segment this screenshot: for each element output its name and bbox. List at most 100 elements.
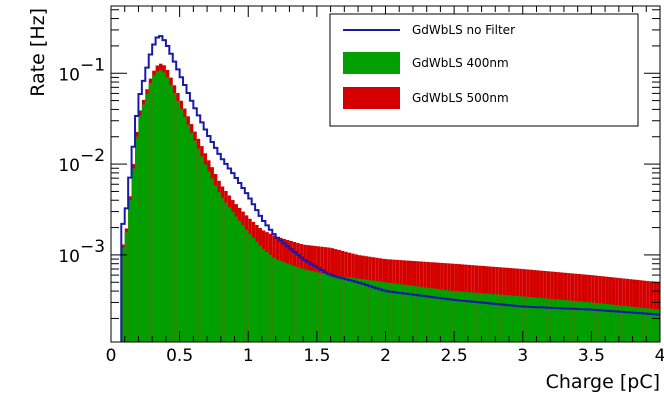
- bar-400nm: [625, 306, 630, 342]
- bar-400nm: [447, 290, 451, 342]
- bar-400nm: [220, 197, 225, 342]
- bar-400nm: [649, 308, 654, 342]
- bar-400nm: [282, 262, 286, 342]
- bar-400nm: [416, 286, 420, 342]
- bar-400nm: [618, 305, 623, 342]
- bar-400nm: [217, 192, 221, 342]
- bar-400nm: [169, 85, 173, 342]
- bar-400nm: [639, 307, 643, 342]
- bar-400nm: [478, 293, 482, 342]
- bar-400nm: [598, 303, 602, 342]
- bar-400nm: [375, 281, 379, 342]
- bar-400nm: [268, 254, 273, 342]
- bar-400nm: [594, 302, 599, 342]
- bar-400nm: [584, 301, 588, 342]
- bar-400nm: [622, 305, 626, 342]
- bar-400nm: [135, 136, 139, 342]
- bar-400nm: [207, 171, 211, 342]
- bar-400nm: [340, 276, 345, 342]
- bar-400nm: [605, 304, 609, 342]
- bar-400nm: [581, 301, 585, 342]
- bar-400nm: [203, 164, 208, 342]
- bar-400nm: [213, 185, 218, 342]
- bar-400nm: [210, 178, 214, 342]
- bar-400nm: [275, 259, 280, 342]
- bar-400nm: [457, 291, 461, 342]
- bar-400nm: [406, 285, 410, 342]
- bar-400nm: [141, 104, 146, 342]
- bar-400nm: [454, 291, 458, 342]
- bar-400nm: [296, 267, 300, 342]
- x-tick-label: 3.5: [578, 346, 605, 366]
- bar-400nm: [234, 216, 238, 342]
- bar-400nm: [299, 268, 304, 342]
- bar-400nm: [292, 265, 297, 342]
- bar-400nm: [334, 275, 338, 342]
- x-tick-label: 1: [243, 346, 254, 366]
- bar-400nm: [368, 280, 372, 342]
- bar-400nm: [354, 278, 359, 342]
- bar-400nm: [615, 305, 619, 342]
- x-tick-label: 2: [380, 346, 391, 366]
- bar-400nm: [546, 298, 551, 342]
- bar-400nm: [231, 211, 235, 342]
- bar-400nm: [323, 273, 328, 342]
- bar-400nm: [196, 148, 201, 342]
- legend-500nm-swatch: [343, 87, 400, 109]
- bar-400nm: [361, 279, 365, 342]
- bar-400nm: [358, 278, 362, 342]
- bar-400nm: [509, 295, 513, 342]
- bar-400nm: [378, 281, 383, 342]
- bar-400nm: [632, 306, 636, 342]
- bar-400nm: [543, 298, 547, 342]
- bar-400nm: [289, 264, 293, 342]
- bar-400nm: [186, 124, 190, 342]
- bar-400nm: [145, 93, 149, 342]
- bar-400nm: [560, 299, 564, 342]
- bar-400nm: [385, 282, 389, 342]
- bar-400nm: [251, 237, 256, 342]
- bar-400nm: [371, 280, 376, 342]
- bar-400nm: [629, 306, 633, 342]
- bar-400nm: [570, 300, 575, 342]
- bar-400nm: [450, 290, 455, 342]
- x-tick-label: 0: [106, 346, 117, 366]
- bar-400nm: [440, 289, 444, 342]
- bar-400nm: [587, 302, 592, 342]
- bar-400nm: [155, 71, 160, 342]
- bar-400nm: [553, 299, 558, 342]
- bar-400nm: [330, 275, 335, 342]
- bar-400nm: [464, 291, 468, 342]
- x-tick-label: 1.5: [303, 346, 330, 366]
- bar-400nm: [488, 293, 492, 342]
- bar-400nm: [467, 292, 472, 342]
- bar-400nm: [237, 220, 242, 342]
- bar-400nm: [165, 77, 170, 342]
- x-tick-label: 0.5: [166, 346, 193, 366]
- bar-400nm: [265, 251, 269, 342]
- bar-400nm: [653, 309, 657, 342]
- bar-400nm: [495, 294, 499, 342]
- y-tick-label-base: 10: [58, 156, 80, 176]
- bar-400nm: [176, 100, 180, 342]
- y-tick-label: 10: [58, 247, 80, 267]
- bar-400nm: [128, 200, 132, 342]
- bar-400nm: [419, 286, 424, 342]
- bar-400nm: [526, 296, 530, 342]
- bar-400nm: [189, 132, 194, 342]
- bar-400nm: [574, 301, 578, 342]
- bar-400nm: [344, 277, 348, 342]
- bar-400nm: [244, 229, 249, 342]
- bar-400nm: [512, 295, 516, 342]
- bar-400nm: [563, 300, 568, 342]
- legend-label-no-filter: GdWbLS no Filter: [412, 23, 515, 37]
- bar-400nm: [347, 277, 352, 342]
- bar-400nm: [159, 70, 163, 343]
- bar-400nm: [313, 271, 317, 342]
- bar-400nm: [533, 297, 537, 342]
- bar-400nm: [241, 225, 245, 342]
- legend-400nm-swatch: [343, 52, 400, 74]
- bar-400nm: [172, 92, 177, 342]
- y-tick-label: 10: [58, 156, 80, 176]
- bar-400nm: [399, 284, 403, 342]
